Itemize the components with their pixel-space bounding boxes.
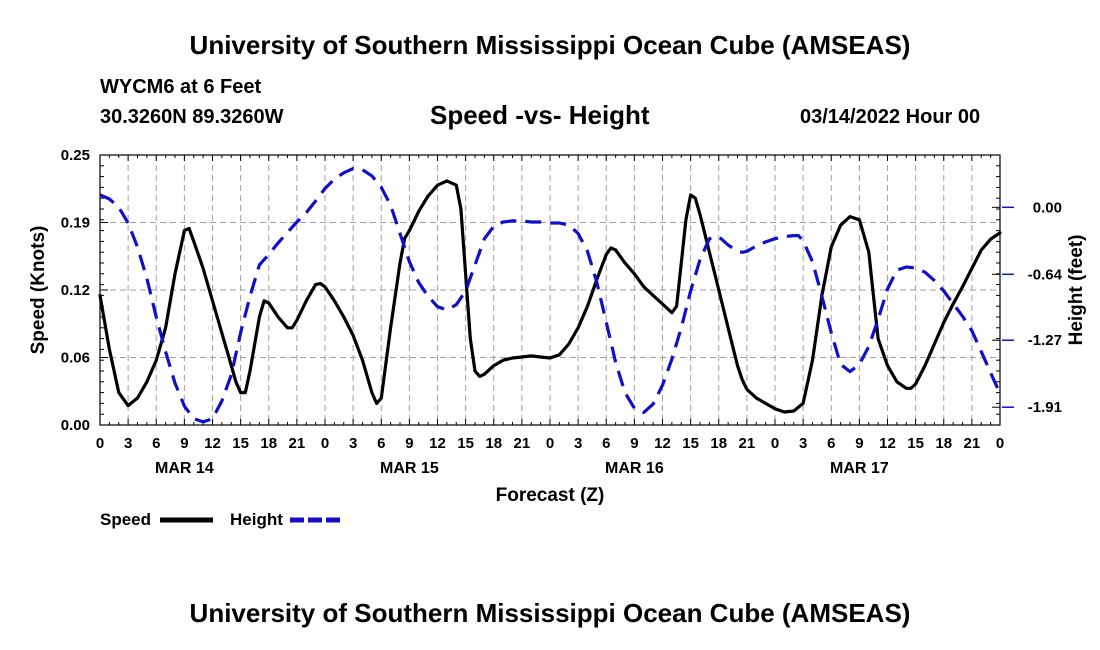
x-tick-label: 15: [682, 435, 699, 452]
left-tick-label: 0.12: [61, 282, 90, 299]
left-tick-label: 0.19: [61, 215, 90, 232]
x-tick-label: 3: [349, 435, 357, 452]
footer-title: University of Southern Mississippi Ocean…: [189, 598, 911, 628]
x-tick-label: 12: [429, 435, 446, 452]
right-tick-label: -1.27: [1028, 332, 1062, 349]
x-tick-label: 9: [180, 435, 188, 452]
x-tick-label: 15: [907, 435, 924, 452]
x-tick-label: 21: [289, 435, 306, 452]
x-tick-label: 0: [546, 435, 554, 452]
x-tick-label: 9: [405, 435, 413, 452]
chart-subtitle: Speed -vs- Height: [430, 100, 650, 130]
x-tick-label: 18: [935, 435, 952, 452]
x-tick-label: 15: [457, 435, 474, 452]
left-tick-label: 0.00: [61, 417, 90, 434]
date-label: MAR 15: [380, 460, 439, 477]
x-tick-label: 6: [152, 435, 160, 452]
x-axis: 0 3 6 9 12 15 18 21 0 3 6 9 12 15 18 21 0 3 6 9 12 15 18 21 0 3 6 9…: [96, 155, 1004, 477]
series-line-speed: [98, 179, 1002, 414]
forecast-datetime: 03/14/2022 Hour 00: [800, 106, 981, 128]
x-tick-label: 6: [602, 435, 610, 452]
x-tick-label: 0: [996, 435, 1004, 452]
legend-speed-label: Speed: [100, 510, 151, 529]
right-tick-label: -1.91: [1028, 399, 1062, 416]
x-tick-label: 3: [574, 435, 582, 452]
x-tick-label: 12: [879, 435, 896, 452]
x-tick-label: 18: [710, 435, 727, 452]
x-tick-label: 18: [260, 435, 277, 452]
left-axis: 0.00 0.06 0.12 0.19 0.25: [61, 147, 108, 434]
x-tick-label: 3: [799, 435, 807, 452]
x-tick-label: 21: [964, 435, 981, 452]
series-lines: [98, 167, 1002, 424]
legend: Speed Height: [100, 510, 343, 529]
left-axis-title: Speed (Knots): [28, 226, 49, 355]
x-tick-label: 9: [855, 435, 863, 452]
left-tick-label: 0.06: [61, 350, 90, 367]
x-tick-label: 0: [771, 435, 779, 452]
left-tick-label: 0.25: [61, 147, 90, 164]
x-tick-label: 0: [321, 435, 329, 452]
grid: [100, 155, 1000, 425]
date-label: MAR 14: [155, 460, 214, 477]
date-label: MAR 16: [605, 460, 664, 477]
date-label: MAR 17: [830, 460, 889, 477]
x-tick-label: 21: [514, 435, 531, 452]
x-tick-label: 6: [827, 435, 835, 452]
legend-height-label: Height: [230, 510, 283, 529]
x-tick-label: 21: [739, 435, 756, 452]
x-tick-label: 0: [96, 435, 104, 452]
right-tick-label: -0.64: [1028, 266, 1063, 283]
station-label: WYCM6 at 6 Feet: [100, 76, 262, 98]
x-tick-label: 12: [654, 435, 671, 452]
right-axis: 0.00 -0.64 -1.27 -1.91: [992, 154, 1063, 426]
x-tick-label: 12: [204, 435, 221, 452]
x-tick-label: 9: [630, 435, 638, 452]
x-tick-label: 6: [377, 435, 385, 452]
coords-label: 30.3260N 89.3260W: [100, 106, 284, 128]
x-tick-label: 3: [124, 435, 132, 452]
x-tick-label: 15: [232, 435, 249, 452]
x-axis-title: Forecast (Z): [496, 485, 605, 506]
series-line-height: [99, 167, 1002, 424]
right-axis-title: Height (feet): [1066, 235, 1087, 346]
x-tick-label: 18: [485, 435, 502, 452]
chart-title: University of Southern Mississippi Ocean…: [189, 30, 911, 60]
right-tick-label: 0.00: [1033, 199, 1062, 216]
